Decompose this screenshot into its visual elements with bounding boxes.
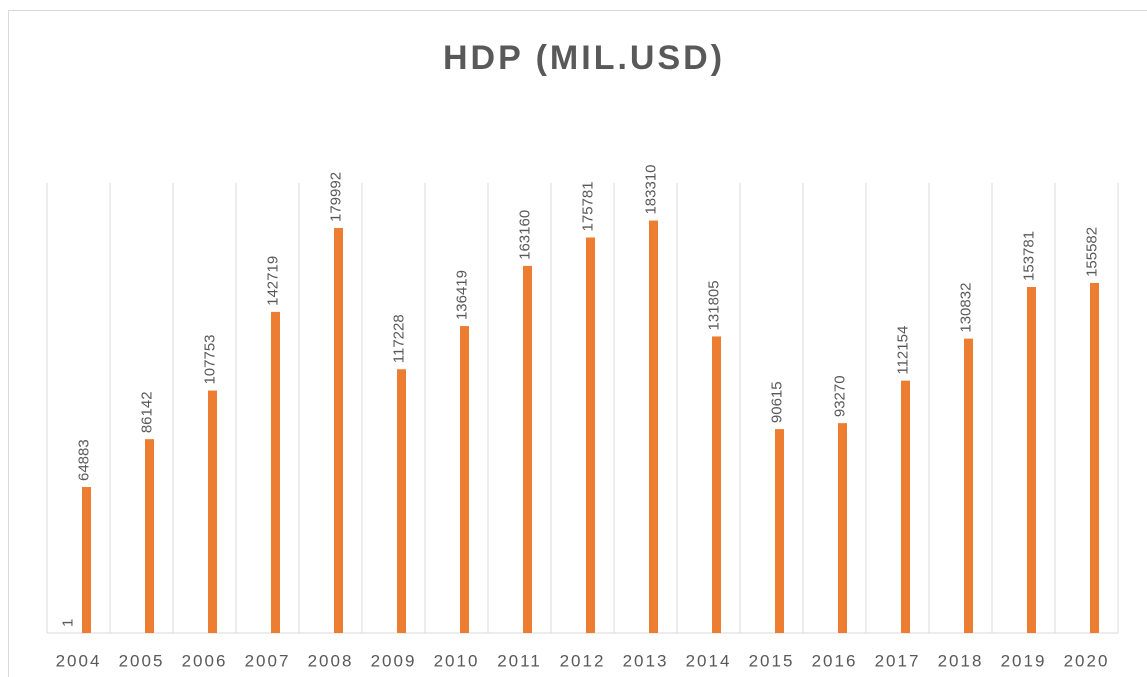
chart-title: HDP (MIL.USD) bbox=[443, 39, 725, 77]
bar bbox=[1090, 282, 1099, 633]
x-tick-label: 2006 bbox=[182, 651, 228, 670]
x-tick-label: 2011 bbox=[497, 651, 542, 670]
x-tick-label: 2008 bbox=[308, 651, 354, 670]
bar bbox=[145, 439, 154, 633]
data-label: 155582 bbox=[1083, 227, 1100, 277]
bar bbox=[271, 311, 280, 633]
bar bbox=[208, 390, 217, 633]
bar bbox=[82, 487, 91, 633]
data-label: 153781 bbox=[1020, 231, 1037, 281]
x-tick-label: 2009 bbox=[371, 651, 417, 670]
bar bbox=[1027, 286, 1036, 633]
x-tick-label: 2007 bbox=[245, 651, 291, 670]
x-tick-label: 2017 bbox=[875, 651, 921, 670]
data-label: 179992 bbox=[327, 172, 344, 222]
x-tick-label: 2013 bbox=[623, 651, 669, 670]
data-label: 90615 bbox=[768, 381, 785, 423]
data-label: 117228 bbox=[390, 314, 407, 363]
data-label: 112154 bbox=[894, 326, 911, 375]
x-tick-label: 2012 bbox=[560, 651, 606, 670]
data-label: 142719 bbox=[264, 256, 281, 306]
data-label: 163160 bbox=[516, 210, 533, 260]
x-tick-label: 2015 bbox=[749, 651, 795, 670]
data-label: 183310 bbox=[642, 164, 659, 214]
x-tick-label: 2005 bbox=[119, 651, 165, 670]
bar bbox=[523, 265, 532, 633]
bar bbox=[397, 369, 406, 633]
data-label: 175781 bbox=[579, 181, 596, 231]
bar bbox=[838, 423, 847, 633]
bar bbox=[586, 237, 595, 634]
x-tick-label: 2004 bbox=[56, 651, 102, 670]
x-tick-label: 2020 bbox=[1064, 651, 1110, 670]
x-tick-label: 2016 bbox=[812, 651, 858, 670]
bar bbox=[649, 220, 658, 634]
bar bbox=[964, 338, 973, 633]
data-label: 107753 bbox=[201, 334, 218, 384]
x-tick-label: 2019 bbox=[1001, 651, 1047, 670]
bar bbox=[775, 429, 784, 633]
chart-border bbox=[8, 10, 1147, 677]
data-label: 130832 bbox=[957, 283, 974, 333]
data-label: 64883 bbox=[75, 439, 92, 481]
data-label: 1 bbox=[59, 619, 76, 627]
x-tick-label: 2014 bbox=[686, 651, 732, 670]
data-label: 136419 bbox=[453, 270, 470, 320]
x-tick-label: 2010 bbox=[434, 651, 480, 670]
bar bbox=[460, 326, 469, 633]
x-tick-label: 2018 bbox=[938, 651, 984, 670]
data-label: 131805 bbox=[705, 280, 722, 330]
data-label: 86142 bbox=[138, 391, 155, 433]
data-label: 93270 bbox=[831, 375, 848, 417]
bar bbox=[901, 380, 910, 633]
bar bbox=[334, 228, 343, 633]
bar bbox=[712, 336, 721, 633]
